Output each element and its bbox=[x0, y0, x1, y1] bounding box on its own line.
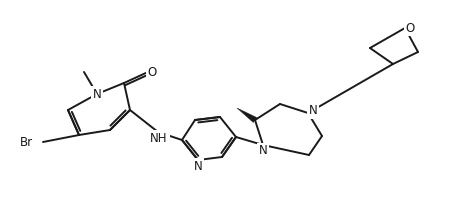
Text: Br: Br bbox=[20, 136, 33, 148]
Text: N: N bbox=[92, 87, 101, 101]
Text: N: N bbox=[308, 104, 317, 118]
Text: N: N bbox=[258, 144, 267, 158]
Text: NH: NH bbox=[150, 132, 167, 144]
Text: O: O bbox=[147, 65, 156, 79]
Text: O: O bbox=[405, 21, 414, 35]
Polygon shape bbox=[236, 108, 256, 122]
Text: N: N bbox=[193, 160, 202, 173]
